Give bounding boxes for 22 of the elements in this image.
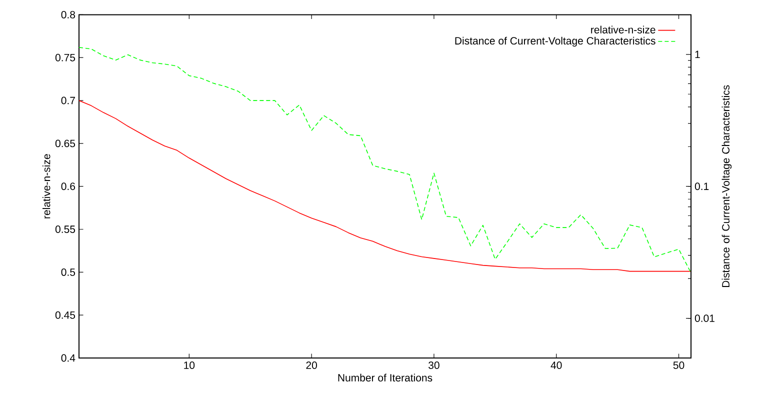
x-axis-title: Number of Iterations (338, 374, 432, 382)
y-tick-label: 0.6 (61, 182, 76, 190)
y-tick-label: 0.5 (61, 268, 76, 276)
y-tick-label: 0.7 (61, 96, 75, 104)
y-tick-label: 0.8 (61, 10, 76, 18)
y2-tick-label: 0.01 (694, 314, 714, 322)
y-axis-title: relative-n-size (42, 154, 50, 218)
x-tick-label: 40 (550, 362, 562, 369)
y-tick-label: 0.75 (55, 54, 76, 62)
y-tick-label: 0.65 (55, 140, 76, 148)
y-tick-label: 0.4 (61, 354, 76, 362)
y2-tick-label: 1 (695, 50, 700, 58)
x-tick-label: 30 (428, 362, 440, 369)
y-tick-label: 0.55 (55, 226, 76, 233)
y2-axis-title: Distance of Current-Voltage Characteristics (722, 85, 732, 288)
y2-tick-label: 0.1 (694, 182, 709, 190)
x-tick-label: 20 (306, 362, 317, 369)
legend-label: Distance of Current-Voltage Characteristics (455, 36, 656, 47)
legend-label: relative-n-size (591, 26, 656, 34)
x-tick-label: 50 (673, 362, 684, 369)
y-tick-label: 0.45 (55, 311, 76, 319)
x-tick-label: 10 (184, 362, 195, 369)
